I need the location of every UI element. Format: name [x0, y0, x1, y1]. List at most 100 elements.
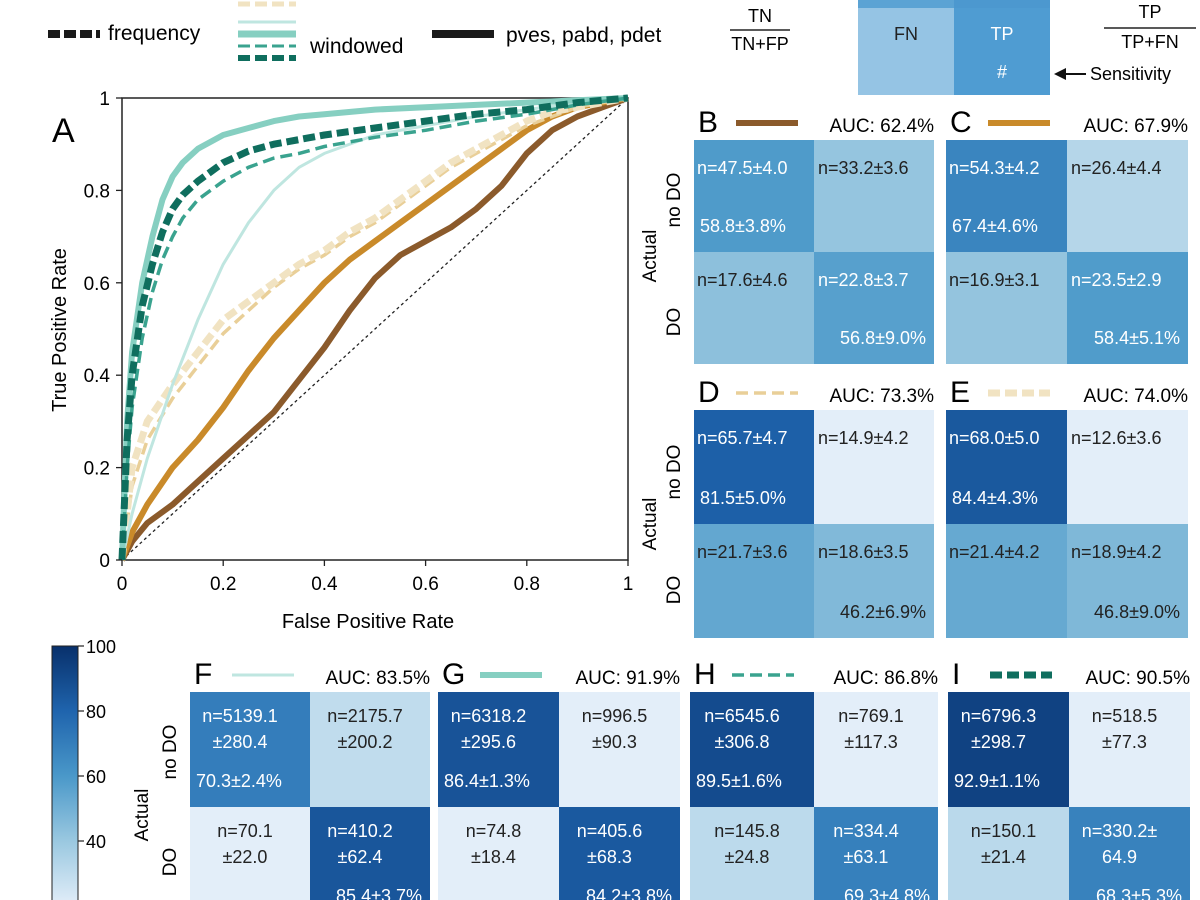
cell-count: n=68.0±5.0: [949, 428, 1039, 448]
roc-curve-I: [118, 94, 629, 561]
colorbar-tick-label: 80: [86, 702, 106, 722]
cell-count-error: 64.9: [1102, 847, 1137, 867]
cell-count: n=21.4±4.2: [949, 542, 1039, 562]
matrix-row-labels: Actual no DO DO Actual no DO DO Actual n…: [132, 173, 685, 877]
confusion-matrices: B AUC: 62.4% n=47.5±4.0 58.8±3.8% n=33.2±3.6…: [190, 106, 1190, 900]
matrix-cell: [694, 140, 814, 252]
cell-count: n=54.3±4.2: [949, 158, 1039, 178]
cell-count: n=17.6±4.6: [697, 270, 787, 290]
x-tick-label: 0.6: [412, 574, 438, 595]
matrix-cell: [946, 252, 1067, 364]
actual-label-bottom: Actual: [132, 789, 153, 842]
cell-count: n=33.2±3.6: [818, 158, 908, 178]
sensitivity-label: Sensitivity: [1090, 64, 1171, 84]
matrix-cell: [559, 807, 680, 900]
panel-letter: E: [950, 376, 970, 409]
roc-series-group: [118, 94, 630, 562]
matrix-panel-G: G AUC: 91.9% n=6318.2 ±295.6 86.4±1.3% n=996.…: [438, 658, 680, 900]
auc-label: AUC: 67.9%: [1083, 116, 1188, 137]
matrix-key: TN TN+FP FN TP # TP TP+FN Sensitivity: [730, 0, 1196, 95]
cell-percentage: 92.9±1.1%: [954, 771, 1040, 791]
cell-percentage: 58.8±3.8%: [700, 216, 786, 236]
auc-label: AUC: 91.9%: [575, 668, 680, 689]
matrix-cell: [690, 807, 814, 900]
roc-curve-H: [120, 96, 629, 561]
x-tick-label: 0: [117, 574, 128, 595]
cell-count-error: ±24.8: [725, 847, 770, 867]
matrix-cell: [946, 524, 1067, 638]
key-cell-fn: [858, 8, 954, 95]
matrix-cell: [694, 524, 814, 638]
do-label-mid: DO: [664, 576, 685, 605]
cell-count-error: ±90.3: [592, 732, 637, 752]
colorbar-tick-label: 60: [86, 767, 106, 787]
roc-x-axis-label: False Positive Rate: [282, 611, 454, 633]
cell-count-error: ±22.0: [223, 847, 268, 867]
cell-percentage: 84.4±4.3%: [952, 488, 1038, 508]
panel-letter: D: [698, 376, 720, 409]
cell-count: n=330.2±: [1082, 821, 1158, 841]
matrix-cell: [814, 140, 934, 252]
cell-count-error: ±200.2: [338, 732, 393, 752]
matrix-cell: [1067, 140, 1188, 252]
pressure-legend-label: pves, pabd, pdet: [506, 24, 661, 47]
matrix-panel-E: E AUC: 74.0% n=68.0±5.0 84.4±4.3% n=12.6±3.6…: [946, 376, 1188, 638]
panel-letter: G: [442, 658, 465, 691]
panel-letter-a: A: [52, 112, 75, 150]
frequency-legend-label: frequency: [108, 22, 201, 45]
cell-percentage: 85.4±3.7%: [336, 886, 422, 900]
panel-letter: I: [952, 658, 960, 691]
matrix-cell: [1067, 524, 1188, 638]
specificity-denominator: TN+FP: [731, 34, 789, 54]
cell-count: n=6318.2: [451, 706, 527, 726]
auc-label: AUC: 62.4%: [829, 116, 934, 137]
cell-count-error: ±306.8: [715, 732, 770, 752]
matrix-cell: [438, 692, 559, 807]
cell-percentage: 69.3±4.8%: [844, 886, 930, 900]
auc-label: AUC: 83.5%: [325, 668, 430, 689]
roc-curve-D: [120, 96, 629, 561]
cell-count: n=47.5±4.0: [697, 158, 787, 178]
roc-chance-line: [121, 97, 629, 561]
auc-label: AUC: 73.3%: [829, 386, 934, 407]
matrix-cell: [190, 692, 310, 807]
roc-curve-F: [120, 96, 629, 561]
cell-count: n=6796.3: [961, 706, 1037, 726]
cell-count-error: ±63.1: [844, 847, 889, 867]
x-tick-label: 1: [623, 574, 634, 595]
cell-percentage: 46.2±6.9%: [840, 602, 926, 622]
cell-count: n=12.6±3.6: [1071, 428, 1161, 448]
matrix-cell: [1069, 807, 1190, 900]
matrix-cell: [310, 692, 430, 807]
cell-count-error: ±280.4: [213, 732, 268, 752]
matrix-panel-B: B AUC: 62.4% n=47.5±4.0 58.8±3.8% n=33.2±3.6…: [694, 106, 934, 364]
key-cell-tp: [954, 8, 1050, 95]
cell-count: n=23.5±2.9: [1071, 270, 1161, 290]
key-tp-label: TP: [990, 24, 1013, 44]
matrix-cell: [814, 410, 934, 524]
sensitivity-numerator: TP: [1138, 2, 1161, 22]
matrix-panel-F: F AUC: 83.5% n=5139.1 ±280.4 70.3±2.4% n=2175…: [190, 658, 430, 900]
cell-count: n=769.1: [838, 706, 904, 726]
x-tick-label: 0.4: [311, 574, 338, 595]
cell-count-error: ±295.6: [461, 732, 516, 752]
do-label-bottom: DO: [160, 848, 181, 877]
matrix-cell: [814, 524, 934, 638]
windowed-legend-label: windowed: [309, 35, 403, 58]
no-do-label-mid: no DO: [664, 445, 685, 500]
x-tick-label: 0.8: [514, 574, 540, 595]
matrix-cell: [1067, 410, 1188, 524]
cell-percentage: 84.2±3.8%: [586, 886, 672, 900]
matrix-panel-H: H AUC: 86.8% n=6545.6 ±306.8 89.5±1.6% n=769.…: [690, 658, 938, 900]
matrix-cell: [948, 692, 1069, 807]
roc-curve-B: [119, 95, 630, 562]
cell-count: n=21.7±3.6: [697, 542, 787, 562]
cell-count-error: ±68.3: [587, 847, 632, 867]
matrix-cell: [310, 807, 430, 900]
cell-percentage: 46.8±9.0%: [1094, 602, 1180, 622]
cell-count-error: ±62.4: [338, 847, 383, 867]
cell-count-error: ±21.4: [981, 847, 1026, 867]
y-tick-label: 1: [99, 89, 110, 110]
roc-ticks-group: 0 0.2 0.4 0.6 0.8 1 0 0.2 0.4 0.6 0.8 1: [84, 89, 634, 595]
